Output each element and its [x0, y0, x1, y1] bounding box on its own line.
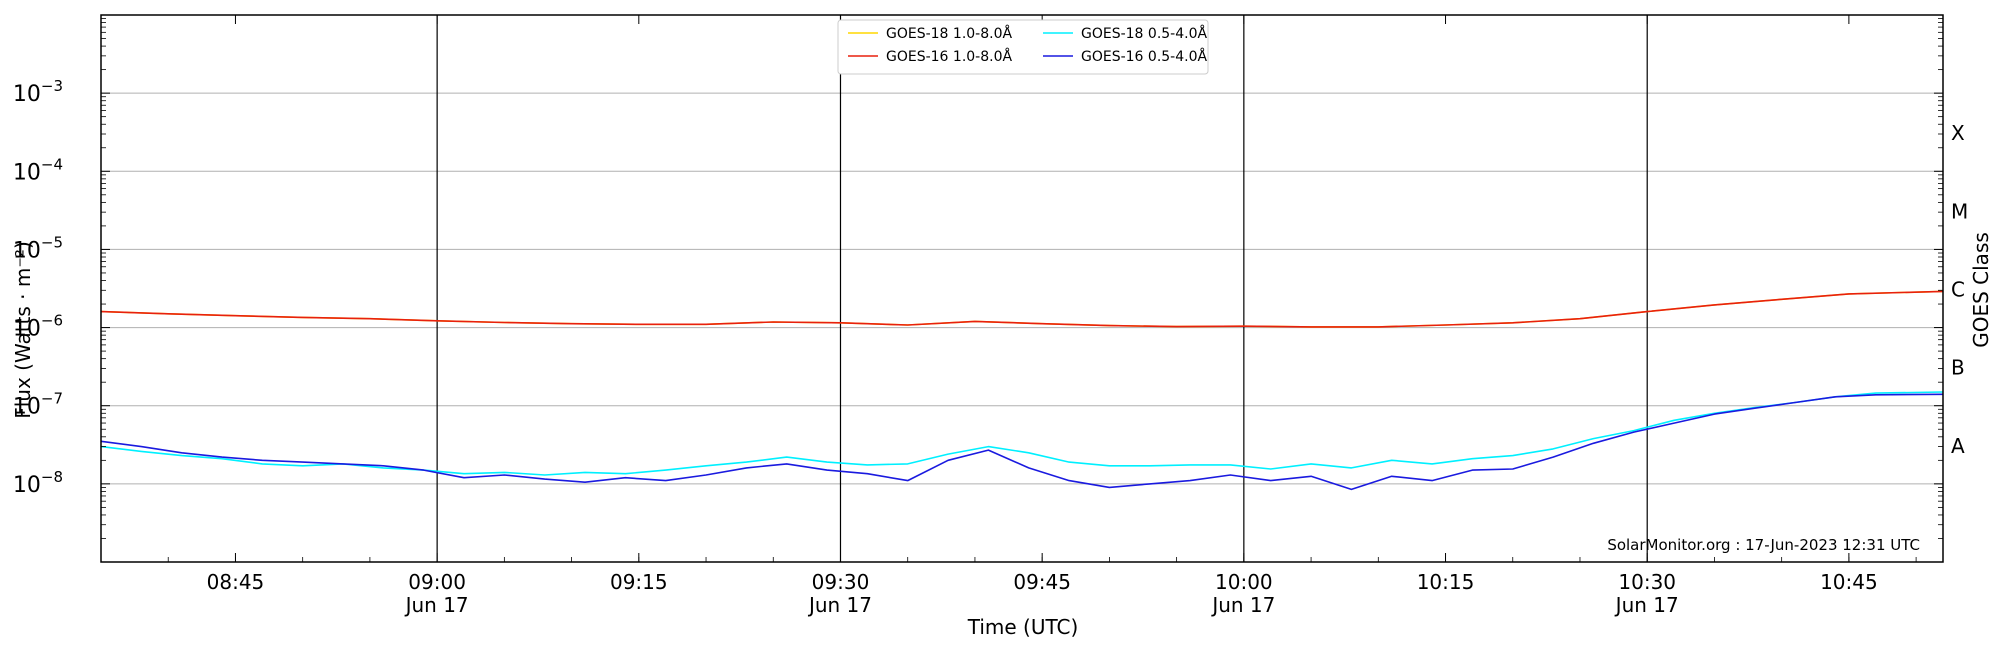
y-tick-exponent: −4: [41, 155, 63, 173]
legend-box: [837, 19, 1209, 75]
x-tick-label: 10:30: [1618, 570, 1676, 594]
y-tick-label: 10−8: [13, 468, 63, 498]
x-tick-label: 08:45: [207, 570, 265, 594]
y-tick-label: 10−3: [13, 77, 63, 107]
y-tick-label: 10−4: [13, 155, 63, 185]
watermark: SolarMonitor.org : 17-Jun-2023 12:31 UTC: [1607, 536, 1920, 554]
y-tick-exponent: −7: [41, 390, 63, 408]
y-axis-label: Flux (Watts · m⁻²): [11, 241, 35, 419]
x-tick-date-label: Jun 17: [807, 593, 872, 617]
goes-class-label: X: [1951, 121, 1965, 145]
x-tick-date-label: Jun 17: [404, 593, 469, 617]
series-lines: [100, 290, 1944, 491]
x-tick-label: 10:00: [1215, 570, 1273, 594]
goes-class-label: M: [1951, 199, 1968, 223]
legend-label: GOES-16 1.0-8.0Å: [886, 48, 1012, 65]
plot-frame: [100, 14, 1944, 563]
goes-class-label: A: [1951, 434, 1965, 458]
x-tick-date-label: Jun 17: [1210, 593, 1275, 617]
x-tick-label: 09:15: [610, 570, 668, 594]
legend-label: GOES-16 0.5-4.0Å: [1081, 48, 1207, 65]
y-tick-exponent: −8: [41, 468, 63, 486]
x-tick-label: 10:45: [1820, 570, 1878, 594]
y-tick-exponent: −6: [41, 312, 63, 330]
right-axis-label: GOES Class: [1969, 232, 1993, 348]
day-marker-lines: [436, 15, 1648, 562]
legend-label: GOES-18 0.5-4.0Å: [1081, 25, 1207, 42]
x-axis-label: Time (UTC): [967, 615, 1079, 639]
series-line-goes-16-0-5-4-0-: [100, 393, 1944, 491]
y-tick-exponent: −3: [41, 77, 63, 95]
legend-label: GOES-18 1.0-8.0Å: [886, 25, 1012, 42]
x-tick-label: 09:00: [408, 570, 466, 594]
x-tick-label: 09:30: [812, 570, 870, 594]
legend: GOES-18 1.0-8.0Å GOES-16 1.0-8.0Å GOES-18 …: [837, 19, 1209, 75]
x-tick-label: 10:15: [1417, 570, 1475, 594]
goes-class-label: C: [1951, 278, 1965, 302]
x-tick-date-label: Jun 17: [1614, 593, 1679, 617]
x-tick-label: 09:45: [1013, 570, 1071, 594]
y-axis-ticks: 10−810−710−610−510−410−3: [13, 18, 1943, 539]
series-line-goes-18-0-5-4-0-: [100, 391, 1944, 476]
goes-class-label: B: [1951, 356, 1965, 380]
goes-class-labels: A B C M X: [1951, 121, 1968, 458]
grid-lines: [101, 92, 1943, 485]
y-tick-exponent: −5: [41, 233, 63, 251]
series-line-goes-16-1-0-8-0-: [100, 290, 1944, 328]
